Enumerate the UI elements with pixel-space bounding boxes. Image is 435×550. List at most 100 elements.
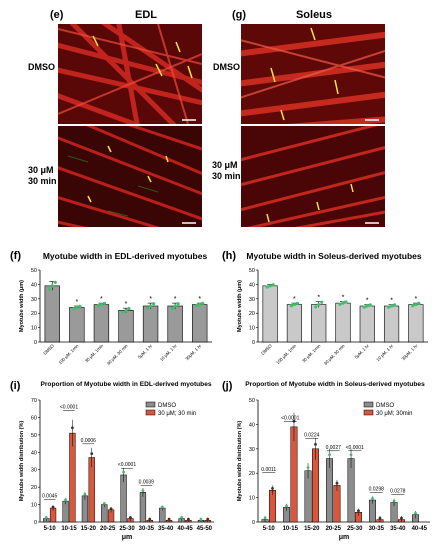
chart-j-xlabel: μm	[339, 534, 350, 541]
chart-h-ytick-label: 20	[249, 311, 255, 317]
chart-j-xtick-label: 30-35	[369, 526, 385, 532]
chart-h-datapoint	[314, 305, 318, 309]
chart-j-title: Proportion of Myotube width in Soleus-de…	[245, 381, 425, 388]
chart-i-ytick-label: 20	[31, 485, 37, 491]
chart-h-sig-star: *	[390, 298, 393, 305]
chart-j-xtick-label: 20-25	[326, 526, 342, 532]
chart-f-bar	[142, 305, 159, 343]
edl-dmso-fibers	[58, 24, 202, 124]
chart-h-datapoint	[292, 302, 297, 307]
chart-h-datapoint	[271, 283, 275, 287]
chart-h-xtick-label: 30 μM, 30 min	[323, 343, 346, 366]
chart-f-datapoint	[96, 304, 101, 308]
chart-h-datapoint	[317, 302, 321, 307]
chart-h-bar	[359, 305, 375, 343]
chart-f-datapoint	[75, 305, 79, 310]
chart-j-datapoint	[335, 481, 339, 485]
chart-f-ytick-label: 10	[31, 326, 37, 332]
soleus-row-label-dmso: DMSO	[213, 62, 240, 72]
chart-j-datapoint	[378, 516, 382, 520]
chart-f-xtick-label: 30μM, 1 hr	[184, 343, 203, 362]
chart-f-datapoint	[173, 304, 177, 308]
chart-f-datapoint	[145, 306, 150, 310]
chart-h-xtick-label: DMSO	[260, 343, 273, 356]
panel-title-soleus: Soleus	[295, 9, 333, 21]
chart-i-datapoint	[90, 452, 94, 456]
chart-f-bar	[192, 304, 208, 343]
chart-j-pvalue: 0.0298	[369, 486, 385, 492]
chart-h-datapoint	[268, 284, 272, 288]
chart-f-xtick-label: 30 μM, 30 min	[106, 343, 129, 366]
chart-j-pvalue: 0.0011	[261, 467, 276, 473]
chart-f-sig-star: *	[149, 296, 152, 303]
chart-f-datapoint	[198, 302, 202, 307]
soleus-dmso-fibers	[241, 24, 385, 124]
chart-h-datapoint	[338, 302, 342, 306]
chart-f-datapoint	[102, 301, 107, 306]
chart-i-datapoint	[71, 426, 74, 430]
chart-j-datapoint	[349, 453, 353, 457]
chart-i-pvalue: <0.0001	[118, 462, 136, 468]
chart-j-ytick-label: 0	[252, 520, 255, 526]
chart-j-legend-swatch	[363, 409, 374, 416]
chart-h-datapoint	[368, 303, 372, 307]
chart-h-bar	[286, 304, 303, 343]
chart-h-datapoint	[411, 304, 415, 308]
chart-i-ytick-label: 70	[31, 398, 37, 404]
chart-h: 0 10 20 30 40 50 Myotube width (μm) DMSO * 100 μM…	[237, 268, 428, 366]
chart-h-sig-star: *	[317, 295, 320, 302]
edl-dmso-micrograph	[58, 24, 202, 124]
chart-i-xtick-label: 45-50	[197, 526, 213, 532]
chart-i-legend-label: DMSO	[158, 403, 176, 409]
chart-f-datapoint	[78, 304, 82, 308]
chart-i-legend-swatch	[145, 401, 156, 408]
chart-j-ytick-label: 30	[249, 447, 255, 453]
panel-label-e: (e)	[50, 9, 64, 21]
chart-i-pvalue: 0.0006	[81, 438, 97, 444]
chart-j-xtick-label: 15-20	[304, 526, 320, 532]
chart-f-xtick-label: 30 μM, 1min	[84, 343, 105, 364]
chart-f-xtick-label: 5μM, 1 hr	[137, 343, 154, 360]
chart-i-pvalue: 0.0045	[42, 494, 58, 500]
chart-f-xtick-label: 10 μM, 1 hr	[159, 343, 178, 362]
chart-f-datapoint	[50, 284, 54, 288]
edl-treated-fibers	[58, 126, 202, 227]
chart-j-datapoint	[328, 453, 331, 457]
chart-i-pvalue: <0.0001	[60, 405, 78, 411]
chart-h-sig-star: *	[414, 296, 417, 303]
soleus-row-label-treated: 30 μM 30 min	[212, 160, 241, 181]
chart-i-xtick-label: 15-20	[81, 526, 97, 532]
chart-h-datapoint	[389, 304, 394, 308]
chart-h-xtick-label: 30 μM, 1min	[301, 343, 322, 364]
chart-h-xtick-label: 10 μM, 1 hr	[375, 343, 394, 362]
chart-f-datapoint	[47, 287, 51, 291]
chart-i-datapoint	[206, 517, 210, 521]
panel-label-h: (h)	[222, 250, 237, 262]
chart-f-datapoint	[176, 302, 180, 306]
chart-i-legend-label: 30 μM; 30 min	[158, 411, 196, 417]
chart-j-ytick-label: 20	[249, 471, 255, 477]
chart-f-datapoint	[151, 302, 156, 306]
chart-h-datapoint	[289, 304, 294, 308]
chart-f-xtick-label: 100 μM, 1min	[58, 343, 80, 365]
chart-f-datapoint	[148, 304, 153, 308]
chart-h-xtick-label: 100 μM, 1min	[275, 343, 297, 365]
chart-h-bar	[262, 285, 278, 343]
chart-i-datapoint	[148, 517, 152, 521]
chart-j-ytick-label: 40	[249, 422, 255, 428]
chart-i-datapoint	[167, 517, 171, 521]
chart-j-pvalue: <0.0001	[346, 445, 364, 451]
chart-j-datapoint	[357, 509, 360, 513]
chart-j-bar-dmso	[304, 470, 312, 523]
chart-h-datapoint	[392, 303, 397, 307]
chart-f-ytick-label: 20	[31, 311, 37, 317]
chart-i-bar-dmso	[120, 474, 127, 523]
chart-f-datapoint	[53, 280, 57, 284]
panel-label-i: (i)	[10, 380, 21, 392]
chart-h-datapoint	[265, 285, 269, 289]
chart-i-title: Proportion of Myotube width in EDL-deriv…	[40, 381, 212, 388]
chart-i-datapoint	[64, 498, 67, 502]
chart-f-xtick-label: DMSO	[42, 343, 55, 356]
chart-f-ytick-label: 40	[31, 282, 37, 288]
chart-f-bar	[167, 305, 183, 343]
